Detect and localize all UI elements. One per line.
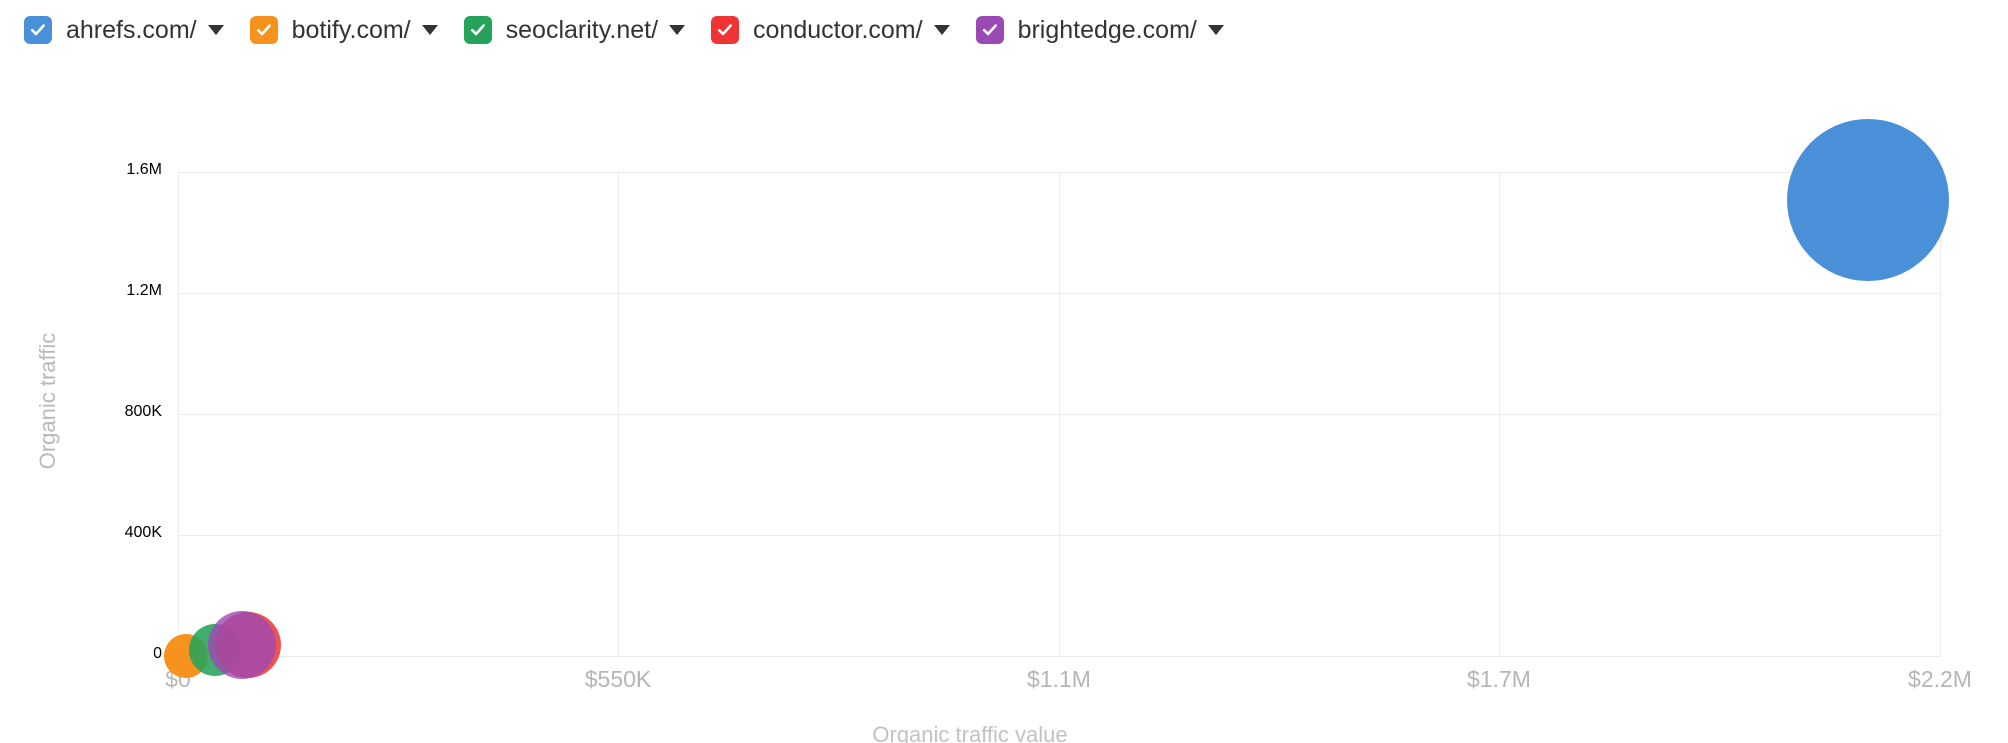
legend-item-label: ahrefs.com/ (66, 15, 197, 44)
legend-item-brightedge[interactable]: brightedge.com/ (975, 9, 1224, 51)
legend-item-seoclarity[interactable]: seoclarity.net/ (463, 9, 686, 51)
checkbox-checked-icon[interactable] (24, 16, 52, 44)
x-axis-tick-label: $1.1M (1027, 666, 1091, 692)
gridline-vertical (618, 172, 619, 657)
legend-item-label: seoclarity.net/ (505, 15, 659, 44)
y-axis-tick-label: 800K (124, 403, 162, 420)
gridline-vertical (1059, 172, 1060, 657)
checkbox-checked-icon[interactable] (463, 16, 492, 44)
bubble-brightedge[interactable] (208, 611, 276, 679)
bubble-ahrefs[interactable] (1787, 119, 1949, 281)
y-axis-tick-label: 400K (124, 524, 162, 541)
x-axis-tick-label: $2.2M (1908, 666, 1972, 692)
chevron-down-icon[interactable] (207, 25, 224, 35)
x-axis-tick-label: $550K (584, 666, 652, 692)
chevron-down-icon[interactable] (421, 25, 438, 35)
legend-item-label: conductor.com/ (753, 15, 923, 44)
checkbox-checked-icon[interactable] (711, 16, 740, 44)
y-axis-tick-label: 0 (153, 645, 162, 662)
legend-item-label: botify.com/ (291, 15, 411, 44)
chevron-down-icon[interactable] (933, 25, 950, 35)
gridline-vertical (1940, 172, 1941, 657)
y-axis-tick-label: 1.6M (126, 161, 162, 178)
gridline-vertical (1499, 172, 1500, 657)
chevron-down-icon[interactable] (1207, 25, 1224, 35)
legend-item-conductor[interactable]: conductor.com/ (711, 9, 950, 51)
checkbox-checked-icon[interactable] (249, 16, 278, 44)
y-axis-tick-label: 1.2M (126, 282, 162, 299)
x-axis-title: Organic traffic value (872, 722, 1068, 743)
legend-item-botify[interactable]: botify.com/ (249, 9, 438, 51)
y-axis-title: Organic traffic (35, 332, 60, 470)
checkbox-checked-icon[interactable] (975, 16, 1004, 44)
chevron-down-icon[interactable] (669, 25, 686, 35)
legend: ahrefs.com/ botify.com/ seoclarity.net/ (24, 9, 1250, 51)
gridline-vertical (178, 172, 179, 657)
legend-item-ahrefs[interactable]: ahrefs.com/ (24, 9, 224, 51)
x-axis-tick-label: $1.7M (1467, 666, 1531, 692)
legend-item-label: brightedge.com/ (1017, 15, 1197, 44)
